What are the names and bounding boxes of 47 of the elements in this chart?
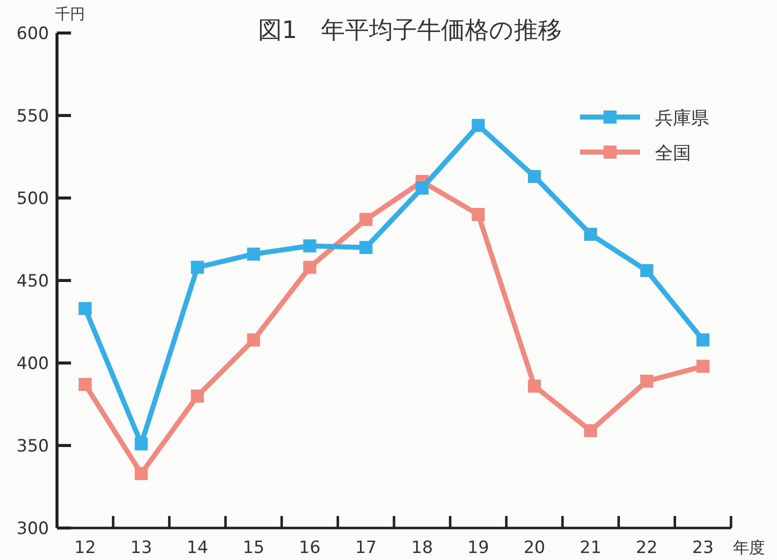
point: [528, 380, 541, 393]
xtick: 14: [186, 538, 208, 558]
point: [134, 437, 148, 450]
point: [303, 239, 316, 252]
point: [696, 333, 710, 346]
point: [416, 182, 429, 195]
point: [190, 260, 204, 274]
xtick: 21: [580, 538, 602, 558]
legend-label: 全国: [655, 143, 691, 164]
ytick: 600: [16, 24, 49, 44]
point: [303, 260, 316, 274]
point: [134, 467, 148, 480]
point: [247, 333, 260, 346]
title: 図1 年平均子牛価格の推移: [258, 16, 562, 44]
point: [472, 208, 485, 221]
xtick: 15: [242, 538, 264, 558]
xtick: 12: [74, 538, 96, 558]
point: [247, 248, 260, 261]
xtick: 16: [298, 538, 321, 558]
ytick: 550: [16, 106, 49, 126]
point: [696, 360, 710, 373]
point: [472, 118, 485, 132]
ytick: 450: [16, 272, 49, 292]
point: [640, 264, 654, 278]
point: [359, 241, 372, 254]
point: [640, 374, 654, 388]
point: [359, 212, 372, 226]
ytick: 400: [16, 354, 49, 374]
xtick: 17: [355, 538, 377, 558]
point: [528, 170, 541, 184]
xtick: 23: [692, 538, 714, 558]
point: [78, 302, 92, 316]
point: [584, 228, 598, 241]
xtick: 19: [467, 538, 490, 558]
ylabel: 千円: [55, 5, 85, 23]
xtick: 22: [636, 538, 658, 558]
point: [584, 424, 598, 438]
ytick: 300: [16, 519, 49, 539]
legend-label: 兵庫県: [655, 108, 709, 129]
point: [190, 390, 204, 402]
xtick: 18: [411, 538, 433, 558]
xlabel: 年度: [733, 538, 765, 557]
ytick: 350: [16, 436, 49, 456]
point: [78, 378, 92, 391]
ytick: 500: [16, 189, 49, 209]
xtick: 13: [130, 538, 152, 558]
xtick: 20: [524, 538, 546, 558]
